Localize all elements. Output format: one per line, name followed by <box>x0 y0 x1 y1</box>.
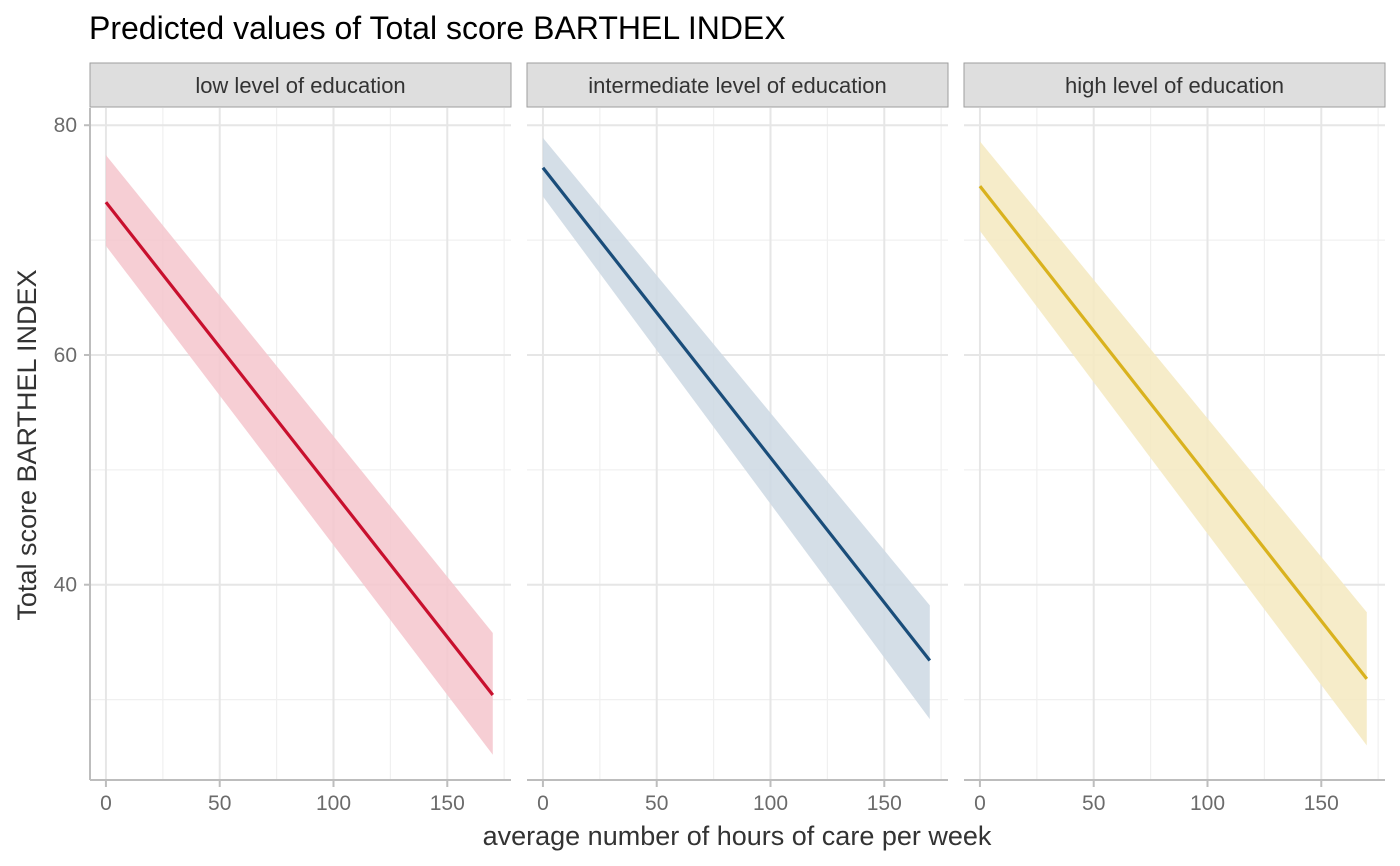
x-tick-label: 50 <box>208 792 231 815</box>
x-tick-label: 50 <box>645 792 668 815</box>
x-tick-label: 100 <box>1190 792 1225 815</box>
x-tick-label: 150 <box>1304 792 1339 815</box>
x-tick-label: 100 <box>753 792 788 815</box>
facet-strip <box>526 62 949 108</box>
x-tick-label: 0 <box>974 792 986 815</box>
confidence-band <box>979 141 1367 746</box>
prediction-line <box>541 166 932 662</box>
x-tick-label: 150 <box>430 792 465 815</box>
confidence-band <box>542 137 930 720</box>
y-tick-label: 40 <box>54 574 77 597</box>
x-tick-label: 0 <box>537 792 549 815</box>
facet-panel: 0 50 100 150 high level of education <box>963 62 1386 815</box>
y-tick-label: 60 <box>54 344 77 367</box>
x-tick-label: 50 <box>1082 792 1105 815</box>
facet-strip <box>89 62 512 108</box>
y-axis-title: Total score BARTHEL INDEX <box>12 269 42 620</box>
panels-layer: 0 50 100 150 40 60 80 low level of education 0 50… <box>54 62 1386 815</box>
prediction-line <box>978 185 1369 680</box>
facet-strip <box>963 62 1386 108</box>
x-tick-label: 100 <box>316 792 351 815</box>
prediction-line <box>104 201 495 696</box>
x-axis-title: average number of hours of care per week <box>483 821 992 851</box>
facet-strip-label: intermediate level of education <box>588 73 886 98</box>
x-tick-label: 0 <box>100 792 112 815</box>
y-tick-label: 80 <box>54 114 77 137</box>
facet-strip-label: low level of education <box>195 73 405 98</box>
x-tick-label: 150 <box>867 792 902 815</box>
confidence-band <box>105 155 493 755</box>
facet-panel: 0 50 100 150 intermediate level of education <box>526 62 949 815</box>
facet-panel: 0 50 100 150 40 60 80 low level of education <box>54 62 512 815</box>
facet-strip-label: high level of education <box>1065 73 1284 98</box>
chart-title: Predicted values of Total score BARTHEL … <box>89 10 786 46</box>
